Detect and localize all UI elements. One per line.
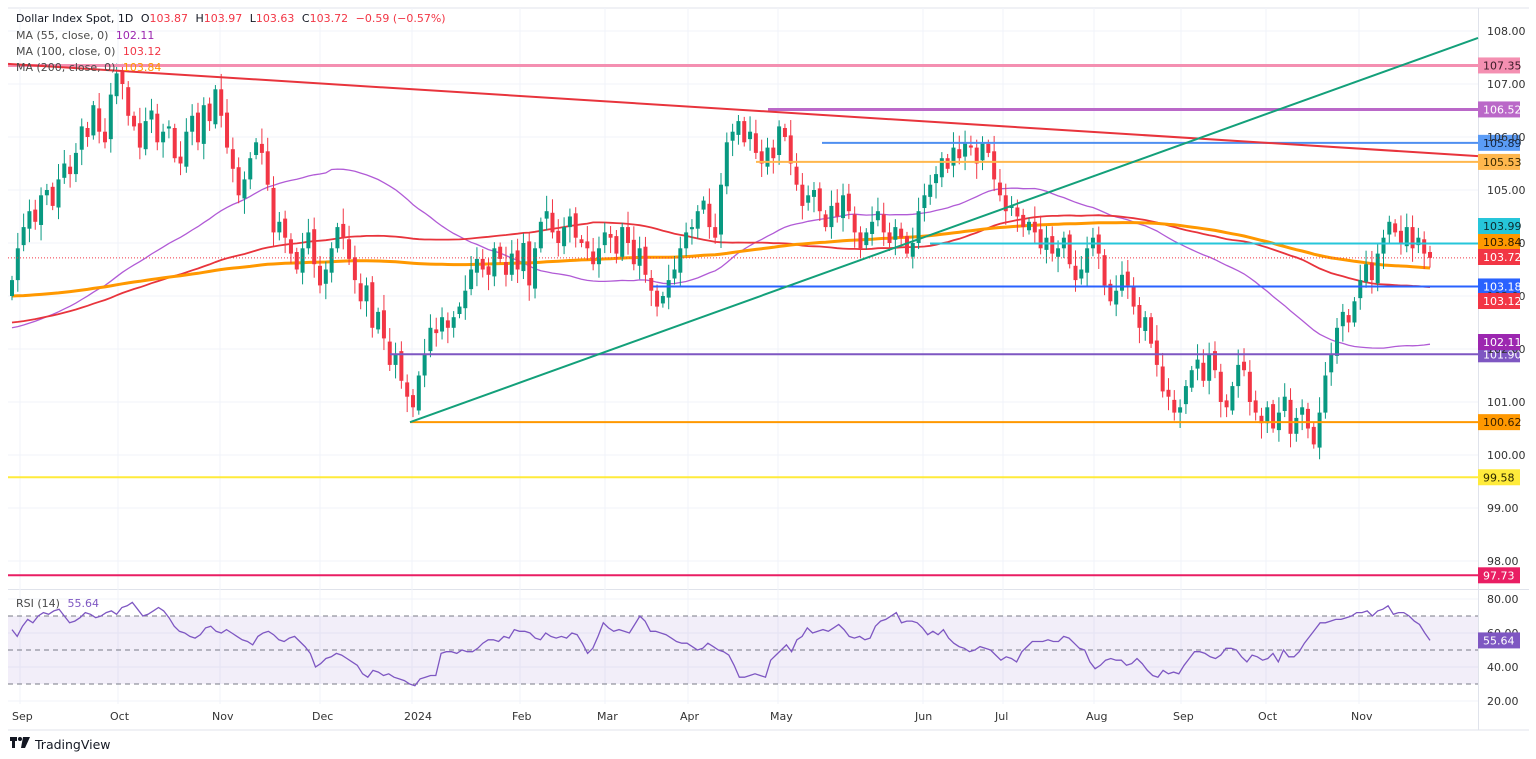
price-tick-label: 98.00 xyxy=(1487,555,1519,568)
time-tick-label: Jul xyxy=(994,710,1008,723)
time-tick-label: Oct xyxy=(1258,710,1278,723)
axis-badge-label: 103.99 xyxy=(1483,220,1522,233)
level-badge xyxy=(1478,567,1520,584)
ma200-legend[interactable]: MA (200, close, 0) 103.84 xyxy=(16,61,162,74)
level-badge-label: 100.62 xyxy=(1483,416,1522,429)
ma100-value: 103.12 xyxy=(122,45,162,58)
time-axis[interactable]: Sep Oct Nov Dec 2024 Feb Mar Apr May Jun Jul Aug Sep… xyxy=(12,710,1373,723)
symbol-legend[interactable]: Dollar Index Spot, 1D O103.87 H103.97 L1… xyxy=(16,12,450,26)
level-badge xyxy=(1478,101,1520,118)
ohlc-open: O103.87 xyxy=(140,12,188,25)
level-badge xyxy=(1478,278,1520,295)
trendline[interactable] xyxy=(409,36,1479,424)
price-tick-label: 99.00 xyxy=(1487,502,1519,515)
price-tick-label: 108.00 xyxy=(1487,25,1526,38)
time-tick-label: Oct xyxy=(110,710,130,723)
axis-badge-label: 103.84 xyxy=(1483,236,1522,249)
axis-badge-label: 103.12 xyxy=(1483,295,1522,308)
price-tick-label: 105.00 xyxy=(1487,184,1526,197)
ma100-legend[interactable]: MA (100, close, 0) 103.12 xyxy=(16,45,162,58)
level-badge-label: 107.35 xyxy=(1483,59,1522,72)
grid-lines xyxy=(8,8,1478,704)
ma55-legend[interactable]: MA (55, close, 0) 102.11 xyxy=(16,29,155,42)
level-badge xyxy=(1478,469,1520,486)
rsi-tick-label: 80.00 xyxy=(1487,593,1519,606)
level-badge-label: 105.53 xyxy=(1483,156,1522,169)
rsi-legend[interactable]: RSI (14) 55.64 xyxy=(16,597,99,610)
ohlc-close: C103.72 xyxy=(301,12,349,25)
trendlines[interactable] xyxy=(7,36,1479,424)
tradingview-brand[interactable]: TradingView xyxy=(10,737,111,752)
tradingview-logo-icon xyxy=(10,737,30,752)
price-tick-label: 107.00 xyxy=(1487,78,1526,91)
time-tick-label: Mar xyxy=(597,710,618,723)
axis-badge-label: 102.11 xyxy=(1483,336,1522,349)
level-badge-label: 97.73 xyxy=(1483,569,1515,582)
candlesticks[interactable] xyxy=(10,63,1432,460)
trendline[interactable] xyxy=(7,62,1479,158)
rsi-tick-label: 40.00 xyxy=(1487,661,1519,674)
level-badge xyxy=(1478,414,1520,431)
time-tick-label: Feb xyxy=(512,710,531,723)
price-axis[interactable]: 108.00107.00106.00105.00104.00103.00102.… xyxy=(1487,25,1526,708)
ma55-value: 102.11 xyxy=(115,29,155,42)
time-tick-label: 2024 xyxy=(404,710,432,723)
time-tick-label: Nov xyxy=(212,710,234,723)
price-tick-label: 100.00 xyxy=(1487,449,1526,462)
level-badge xyxy=(1478,346,1520,363)
price-axis-badges: 103.99 103.84 103.72 103.12 102.11 55.64 xyxy=(1478,218,1522,649)
price-chart[interactable]: 107.35 106.52 105.89 105.53 103.99 103.18 101.… xyxy=(0,0,1536,733)
level-badge xyxy=(1478,57,1520,74)
ma200-value: 103.84 xyxy=(122,61,162,74)
ohlc-high: H103.97 xyxy=(195,12,243,25)
chart-frame[interactable]: 107.35 106.52 105.89 105.53 103.99 103.18 101.… xyxy=(0,0,1536,733)
level-badge xyxy=(1478,134,1520,151)
symbol-title: Dollar Index Spot, 1D xyxy=(16,12,134,25)
time-tick-label: May xyxy=(770,710,793,723)
horizontal-levels[interactable]: 107.35 106.52 105.89 105.53 103.99 103.18 101.… xyxy=(8,57,1522,584)
time-tick-label: Jun xyxy=(914,710,932,723)
level-badge-label: 99.58 xyxy=(1483,471,1515,484)
price-change: −0.59 (−0.57%) xyxy=(355,12,446,25)
level-badge-label: 105.89 xyxy=(1483,137,1522,150)
rsi-badge-label: 55.64 xyxy=(1483,634,1515,647)
time-tick-label: Sep xyxy=(12,710,33,723)
price-tick-label: 106.00 xyxy=(1487,131,1526,144)
rsi-value: 55.64 xyxy=(67,597,99,610)
level-badge-label: 101.90 xyxy=(1483,348,1522,361)
time-tick-label: Aug xyxy=(1086,710,1107,723)
axis-badge-label: 103.72 xyxy=(1483,251,1522,264)
brand-name: TradingView xyxy=(35,737,111,752)
level-badge xyxy=(1478,153,1520,170)
price-tick-label: 101.00 xyxy=(1487,396,1526,409)
time-tick-label: Dec xyxy=(312,710,333,723)
time-tick-label: Nov xyxy=(1351,710,1373,723)
level-badge-label: 106.52 xyxy=(1483,103,1522,116)
rsi-pane[interactable] xyxy=(8,601,1478,687)
rsi-tick-label: 20.00 xyxy=(1487,695,1519,708)
time-tick-label: Apr xyxy=(680,710,700,723)
time-tick-label: Sep xyxy=(1173,710,1194,723)
ohlc-low: L103.63 xyxy=(249,12,295,25)
rsi-line xyxy=(11,601,1431,687)
level-badge-label: 103.18 xyxy=(1483,280,1522,293)
